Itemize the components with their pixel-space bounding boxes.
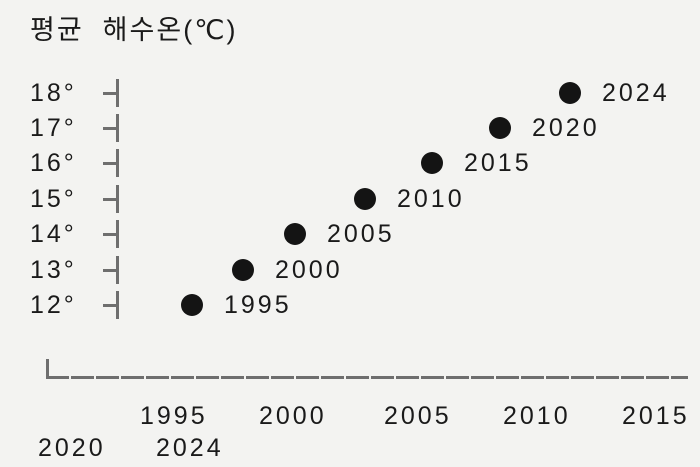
x-axis-corner [46, 359, 49, 379]
data-point-label-1995: 1995 [224, 291, 292, 319]
y-tick-mark-13-arm [103, 269, 116, 272]
y-tick-mark-16 [116, 149, 119, 177]
y-tick-label-12: 12° [30, 291, 77, 319]
data-point-label-2005: 2005 [327, 220, 395, 248]
y-tick-mark-18-arm [103, 92, 116, 95]
y-tick-label-18: 18° [30, 79, 77, 107]
y-tick-mark-12-arm [103, 304, 116, 307]
y-tick-mark-14-arm [103, 233, 116, 236]
data-point-2020 [489, 117, 511, 139]
data-point-2024 [559, 82, 581, 104]
data-point-2000 [232, 259, 254, 281]
y-tick-mark-18 [116, 79, 119, 107]
x-axis-line [46, 376, 688, 379]
y-tick-mark-15 [116, 185, 119, 213]
y-tick-mark-13 [116, 256, 119, 284]
y-tick-label-17: 17° [30, 114, 77, 142]
data-point-label-2015: 2015 [464, 149, 532, 177]
data-point-label-2000: 2000 [275, 256, 343, 284]
x-tick-label-2005: 2005 [384, 402, 452, 430]
y-tick-mark-17 [116, 114, 119, 142]
y-tick-mark-12 [116, 291, 119, 319]
data-point-label-2010: 2010 [397, 185, 465, 213]
y-tick-mark-17-arm [103, 127, 116, 130]
x-tick-label-2000: 2000 [259, 402, 327, 430]
x-tick-label-2024: 2024 [156, 434, 224, 462]
data-point-label-2024: 2024 [602, 79, 670, 107]
y-tick-label-15: 15° [30, 185, 77, 213]
data-point-2015 [421, 152, 443, 174]
y-tick-label-16: 16° [30, 149, 77, 177]
y-tick-label-14: 14° [30, 220, 77, 248]
x-tick-label-2020: 2020 [38, 434, 106, 462]
data-point-2010 [354, 188, 376, 210]
data-point-2005 [284, 223, 306, 245]
x-tick-label-2010: 2010 [503, 402, 571, 430]
data-point-1995 [181, 294, 203, 316]
y-tick-mark-16-arm [103, 162, 116, 165]
y-tick-label-13: 13° [30, 256, 77, 284]
y-tick-mark-15-arm [103, 198, 116, 201]
chart-title: 평균 해수온(℃) [30, 15, 238, 45]
x-tick-label-2015: 2015 [622, 402, 690, 430]
y-tick-mark-14 [116, 220, 119, 248]
x-tick-label-1995: 1995 [140, 402, 208, 430]
data-point-label-2020: 2020 [532, 114, 600, 142]
